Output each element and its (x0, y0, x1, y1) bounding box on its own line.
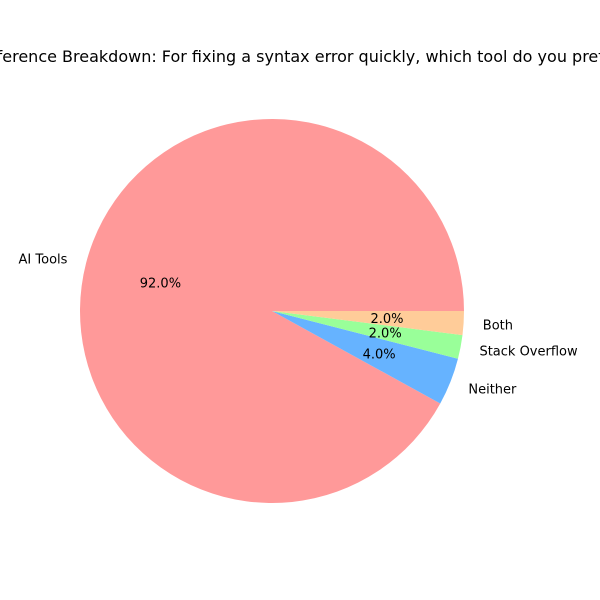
pie-slice-stack-overflow (272, 311, 463, 359)
slice-label-ai-tools: AI Tools (19, 252, 68, 267)
slice-label-neither: Neither (468, 383, 517, 398)
pie-slice-ai-tools (80, 119, 464, 504)
slice-percent-stack-overflow: 2.0% (369, 327, 402, 342)
pie-slice-both (272, 311, 464, 336)
slice-label-stack-overflow: Stack Overflow (479, 345, 578, 360)
pie-slice-neither (272, 311, 458, 404)
slice-label-both: Both (483, 318, 513, 333)
pie-labels: AI Tools 92.0% Neither 4.0% Stack Overflow 2.… (19, 252, 578, 397)
slice-percent-ai-tools: 92.0% (140, 276, 181, 291)
slice-percent-neither: 4.0% (363, 347, 396, 362)
pie-slices (80, 119, 464, 504)
slice-percent-both: 2.0% (370, 312, 403, 327)
chart-title: Preference Breakdown: For fixing a synta… (0, 47, 600, 66)
